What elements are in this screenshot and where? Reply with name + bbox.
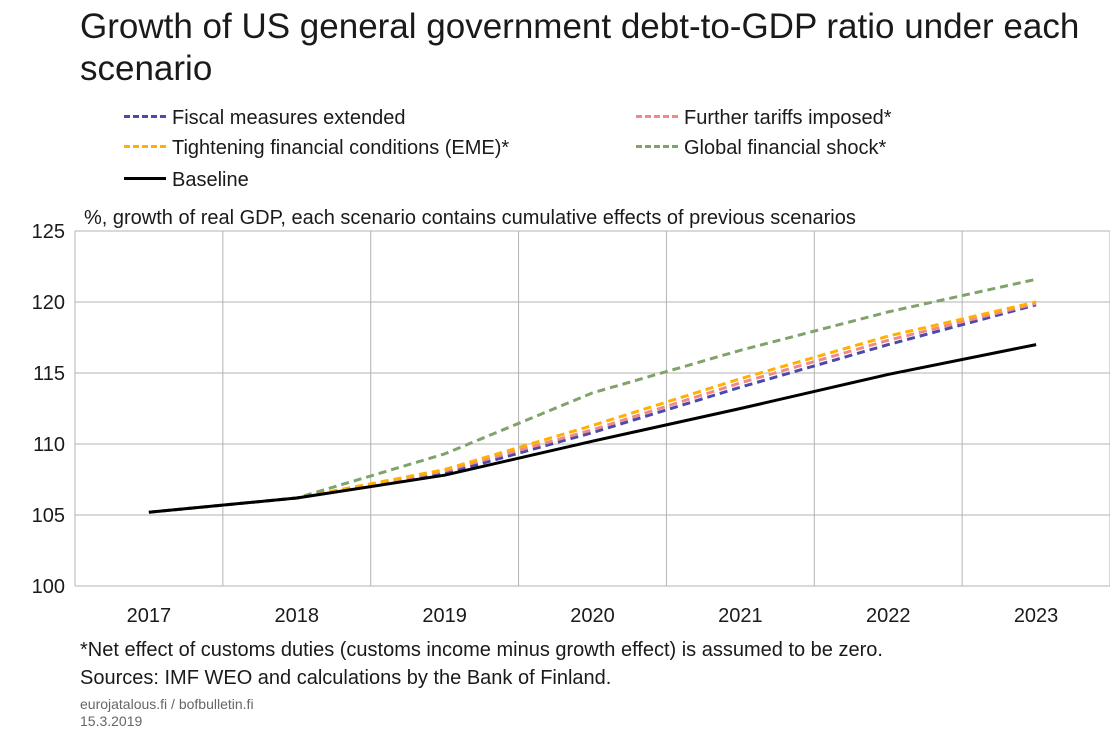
y-tick-label-115: 115 <box>33 363 65 385</box>
y-tick-label-105: 105 <box>32 505 65 527</box>
series-line-baseline <box>148 343 1037 514</box>
x-tick-label-2017: 2017 <box>127 605 172 627</box>
series-line-fiscal <box>148 303 1037 514</box>
y-tick-label-100: 100 <box>32 576 65 598</box>
series-line-global <box>148 277 1037 514</box>
x-tick-label-2021: 2021 <box>718 605 763 627</box>
x-tick-label-2019: 2019 <box>422 605 467 627</box>
x-tick-label-2018: 2018 <box>275 605 320 627</box>
y-tick-label-125: 125 <box>32 221 65 243</box>
y-tick-label-120: 120 <box>32 292 65 314</box>
series-line-tariffs <box>148 301 1037 514</box>
site-credit: eurojatalous.fi / bofbulletin.fi <box>80 696 254 712</box>
x-tick-label-2020: 2020 <box>570 605 615 627</box>
x-tick-label-2023: 2023 <box>1014 605 1059 627</box>
series-line-tightening <box>148 300 1037 514</box>
publish-date: 15.3.2019 <box>80 713 143 729</box>
sources-note: Sources: IMF WEO and calculations by the… <box>80 667 612 689</box>
footnote: *Net effect of customs duties (customs i… <box>80 639 883 661</box>
chart-subtitle: %, growth of real GDP, each scenario con… <box>84 207 856 229</box>
y-tick-label-110: 110 <box>33 434 65 456</box>
x-tick-label-2022: 2022 <box>866 605 911 627</box>
chart-title: Growth of US general government debt-to-… <box>80 7 1080 88</box>
